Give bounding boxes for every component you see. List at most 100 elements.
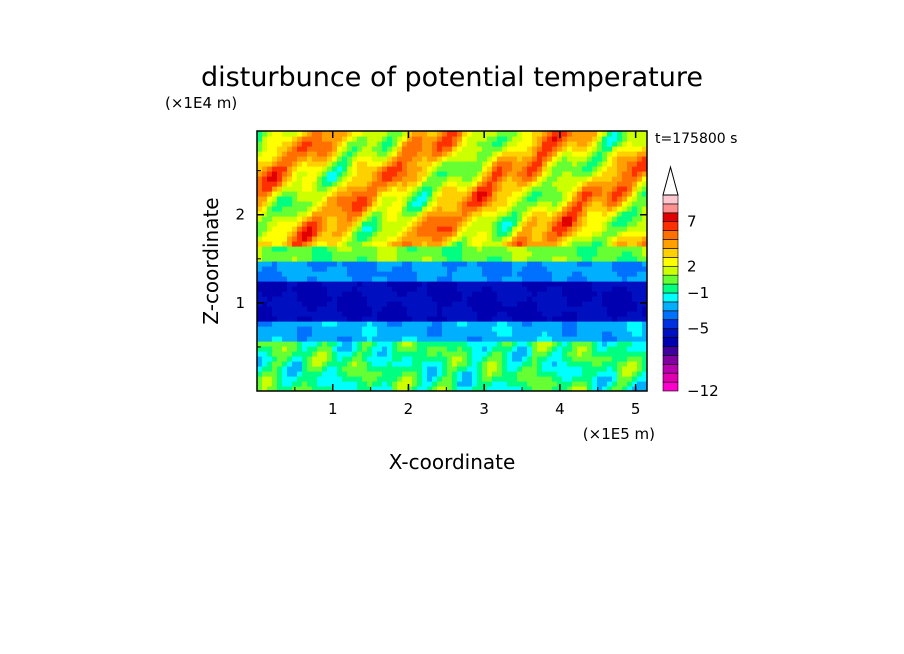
field-cell [277, 161, 283, 167]
field-cell [362, 321, 368, 327]
field-cell [582, 201, 588, 207]
field-cell [512, 191, 518, 197]
field-cell [642, 361, 647, 367]
field-cell [397, 266, 403, 272]
field-cell [347, 366, 353, 372]
field-cell [642, 301, 647, 307]
field-cell [432, 351, 438, 357]
field-cell [557, 151, 563, 157]
field-cell [422, 341, 428, 347]
field-cell [367, 376, 373, 382]
field-cell [597, 191, 603, 197]
field-cell [337, 181, 343, 187]
field-cell [277, 176, 283, 182]
field-cell [427, 221, 433, 227]
field-cell [412, 236, 418, 242]
field-cell [392, 346, 398, 352]
field-cell [622, 186, 628, 192]
field-cell [357, 161, 363, 167]
field-cell [362, 166, 368, 172]
field-cell [292, 186, 298, 192]
field-cell [387, 221, 393, 227]
field-cell [592, 211, 598, 217]
field-cell [402, 366, 408, 372]
field-cell [527, 131, 533, 137]
field-cell [347, 381, 353, 387]
field-cell [517, 346, 523, 352]
field-cell [422, 181, 428, 187]
field-cell [522, 191, 528, 197]
field-cell [357, 136, 363, 142]
field-cell [567, 136, 573, 142]
field-cell [452, 131, 458, 137]
field-cell [517, 381, 523, 387]
field-cell [612, 171, 618, 177]
field-cell [492, 171, 498, 177]
field-cell [507, 286, 513, 292]
field-cell [307, 221, 313, 227]
field-cell [407, 156, 413, 162]
field-cell [257, 366, 263, 372]
colorbar-extend-arrow [662, 165, 679, 196]
field-cell [632, 366, 638, 372]
field-cell [302, 236, 308, 242]
field-cell [507, 221, 513, 227]
field-cell [317, 181, 323, 187]
field-cell [557, 141, 563, 147]
field-cell [482, 286, 488, 292]
field-cell [632, 251, 638, 257]
field-cell [597, 326, 603, 332]
field-cell [587, 176, 593, 182]
field-cell [447, 136, 453, 142]
field-cell [637, 286, 643, 292]
field-cell [302, 291, 308, 297]
field-cell [557, 186, 563, 192]
field-cell [347, 371, 353, 377]
field-cell [522, 386, 528, 391]
field-cell [367, 201, 373, 207]
field-cell [447, 206, 453, 212]
field-cell [282, 366, 288, 372]
field-cell [537, 131, 543, 137]
field-cell [507, 141, 513, 147]
field-cell [377, 326, 383, 332]
field-cell [282, 146, 288, 152]
field-cell [532, 341, 538, 347]
field-cell [272, 146, 278, 152]
field-cell [447, 376, 453, 382]
field-cell [337, 146, 343, 152]
field-cell [452, 276, 458, 282]
field-cell [512, 301, 518, 307]
field-cell [347, 361, 353, 367]
field-cell [632, 306, 638, 312]
field-cell [317, 206, 323, 212]
field-cell [262, 156, 268, 162]
field-cell [337, 266, 343, 272]
field-cell [397, 146, 403, 152]
field-cell [267, 131, 273, 137]
field-cell [377, 151, 383, 157]
field-cell [277, 331, 283, 337]
field-cell [532, 376, 538, 382]
field-cell [517, 336, 523, 342]
field-cell [497, 381, 503, 387]
field-cell [417, 366, 423, 372]
field-cell [357, 226, 363, 232]
field-cell [562, 376, 568, 382]
field-cell [462, 386, 468, 391]
field-cell [557, 176, 563, 182]
field-cell [602, 221, 608, 227]
field-cell [487, 331, 493, 337]
field-cell [482, 241, 488, 247]
field-cell [582, 336, 588, 342]
field-cell [602, 201, 608, 207]
field-cell [412, 321, 418, 327]
field-cell [482, 346, 488, 352]
field-cell [352, 201, 358, 207]
field-cell [602, 226, 608, 232]
field-cell [287, 141, 293, 147]
field-cell [537, 236, 543, 242]
field-cell [522, 181, 528, 187]
field-cell [632, 201, 638, 207]
field-cell [597, 216, 603, 222]
